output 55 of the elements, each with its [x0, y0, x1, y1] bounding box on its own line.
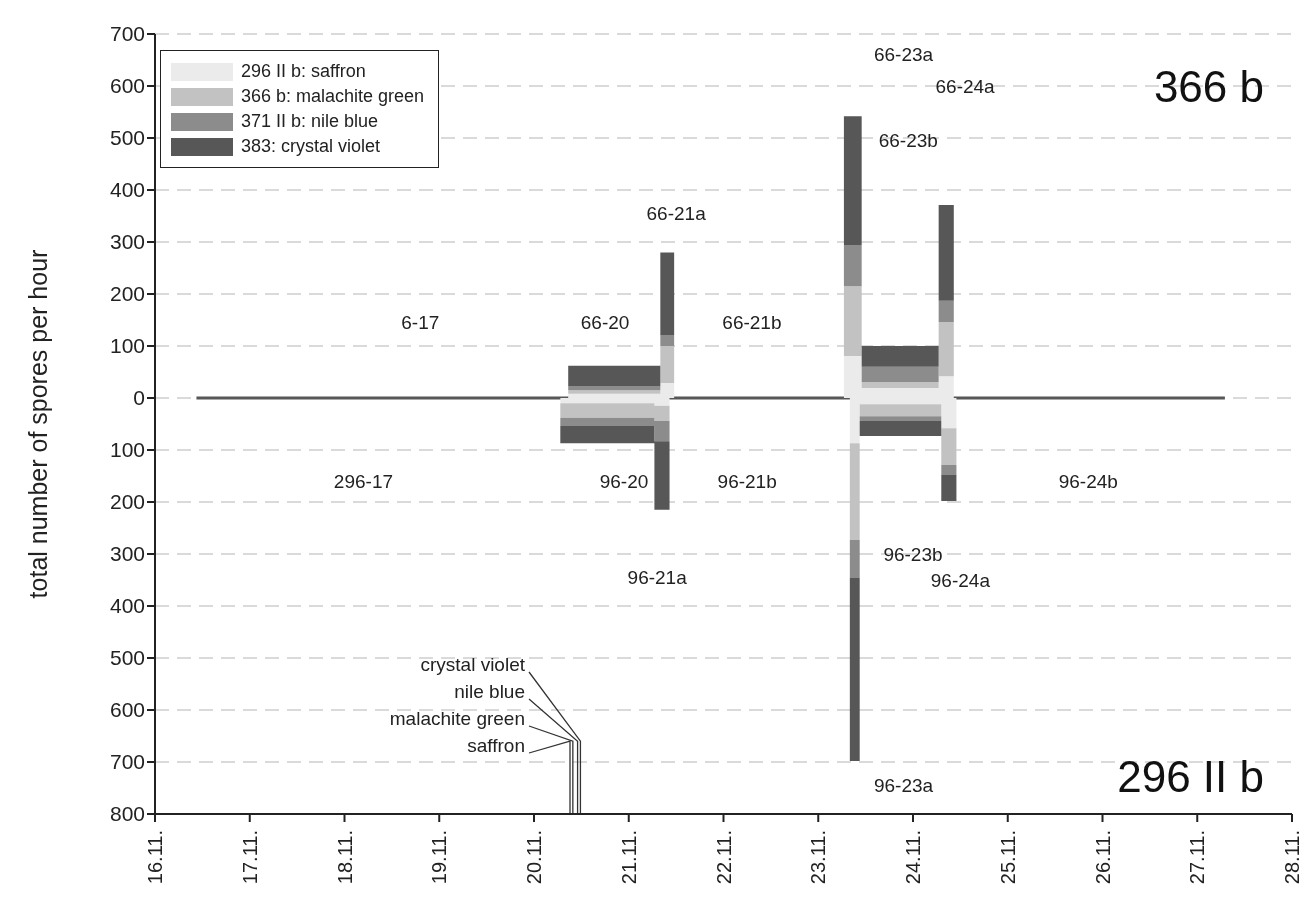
y-tick-label: 500	[109, 646, 145, 670]
annotation: 296-17	[333, 470, 394, 492]
x-tick-label: 28.11.	[1281, 830, 1303, 885]
x-tick-label: 27.11.	[1186, 830, 1209, 885]
x-tick-label: 26.11.	[1091, 830, 1114, 885]
annotation: 96-21b	[717, 470, 777, 492]
annotation: 96-23b	[883, 543, 943, 565]
annotation: 96-24b	[1058, 470, 1118, 492]
x-tick-label: 16.11.	[144, 830, 166, 885]
legend-label: 296 II b: saffron	[241, 61, 366, 82]
y-tick-label: 200	[109, 490, 145, 514]
y-tick-label: 200	[109, 282, 145, 306]
legend-label: 371 II b: nile blue	[241, 111, 379, 132]
annotation: nile blue	[454, 680, 525, 702]
y-tick-label: 800	[109, 802, 145, 826]
annotation: 96-20	[599, 470, 649, 492]
x-tick-label: 17.11.	[238, 830, 261, 885]
annotation: saffron	[467, 734, 525, 756]
x-tick-label: 20.11.	[523, 830, 545, 885]
annotation: 66-23b	[878, 130, 938, 152]
annotation: 366 b	[1153, 61, 1264, 111]
y-tick-label: 100	[109, 334, 145, 358]
y-tick-label: 300	[109, 542, 145, 566]
annotation: 96-21a	[627, 566, 688, 588]
y-tick-label: 700	[109, 750, 145, 774]
y-tick-label: 500	[109, 126, 145, 150]
y-tick-label: 400	[109, 594, 145, 618]
y-axis-title: total number of spores per hour	[24, 249, 52, 599]
x-tick-label: 25.11.	[996, 830, 1019, 885]
y-tick-label: 0	[133, 386, 145, 410]
y-tick-label: 700	[109, 22, 145, 46]
annotation: 6-17	[401, 312, 440, 334]
y-tick-label: 100	[109, 438, 145, 462]
annotation: 296 II b	[1117, 751, 1264, 801]
x-tick-label: 19.11.	[428, 830, 451, 885]
y-tick-label: 600	[109, 74, 145, 98]
legend-label: 366 b: malachite green	[241, 86, 425, 107]
annotation: malachite green	[389, 707, 525, 729]
x-tick-label: 18.11.	[333, 830, 356, 885]
annotation: crystal violet	[420, 653, 526, 675]
y-tick-label: 600	[109, 698, 145, 722]
x-tick-label: 24.11.	[902, 830, 924, 885]
annotation: 66-21a	[646, 202, 707, 224]
annotation: 66-24a	[935, 75, 996, 97]
annotation: 66-23a	[873, 44, 934, 66]
annotation: 96-23a	[873, 774, 934, 796]
annotation: 66-20	[580, 312, 630, 334]
x-tick-label: 22.11.	[712, 830, 735, 885]
x-tick-label: 23.11.	[807, 830, 830, 885]
annotation: 66-21b	[722, 312, 782, 334]
annotation: 96-24a	[930, 569, 991, 591]
x-tick-label: 21.11.	[617, 830, 640, 885]
y-tick-label: 300	[109, 230, 145, 254]
y-tick-label: 400	[109, 178, 145, 202]
legend-label: 383: crystal violet	[241, 136, 381, 157]
